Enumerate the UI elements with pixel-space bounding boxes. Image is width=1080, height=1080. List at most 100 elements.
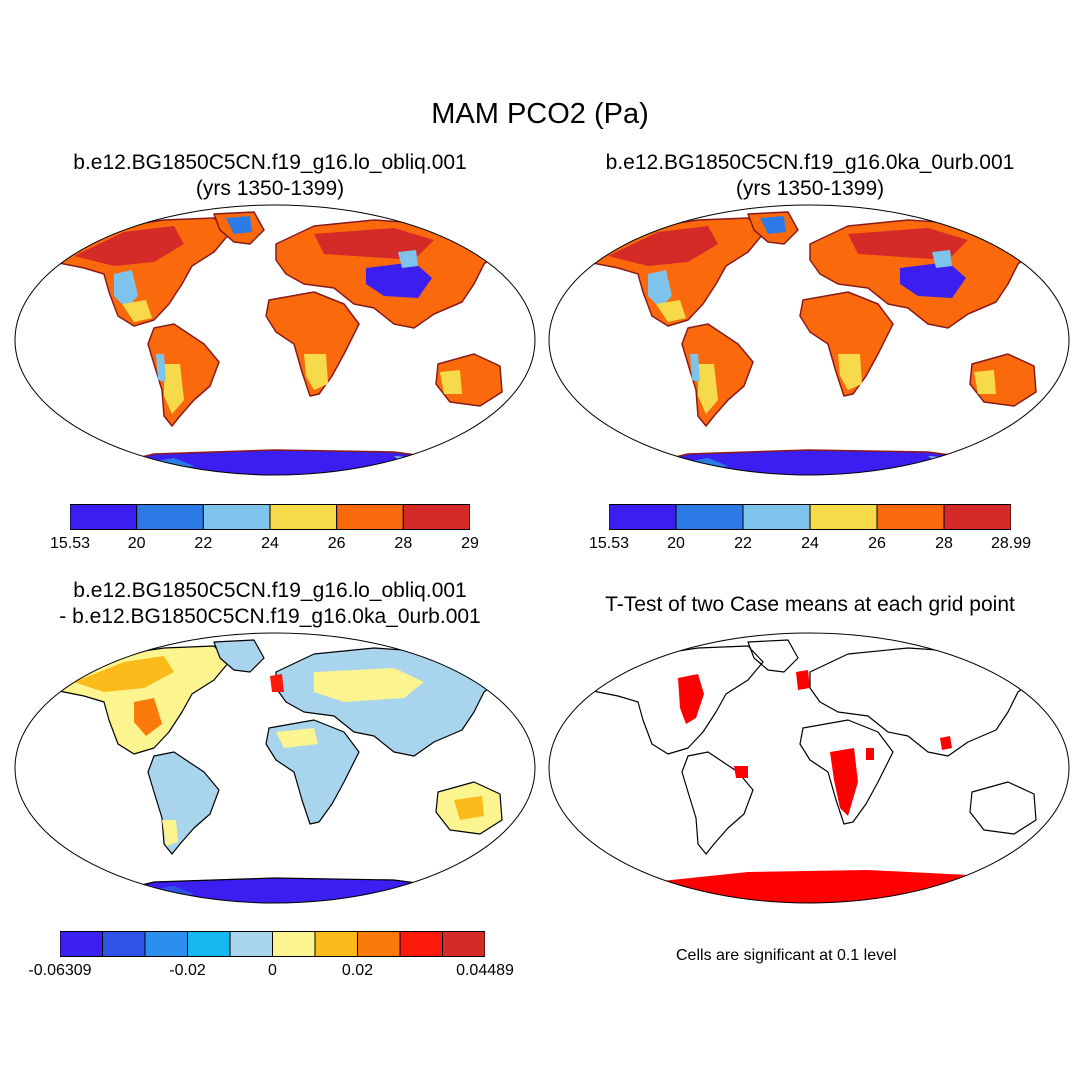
australia-west-yellow xyxy=(440,370,462,394)
map-panel-1 xyxy=(14,204,536,476)
colorbar-panel-3 xyxy=(60,931,485,957)
greenland-outline xyxy=(747,639,799,673)
sig-africa-central xyxy=(830,748,858,816)
colorbar-tick-label: 26 xyxy=(868,535,886,552)
sig-north-america-east xyxy=(678,674,704,724)
colorbar-swatch xyxy=(60,931,103,957)
australia-orange xyxy=(454,796,484,820)
africa-land xyxy=(799,291,894,397)
colorbar-swatch xyxy=(314,931,358,957)
colorbar-swatch xyxy=(609,504,677,530)
south-america-west-blue xyxy=(156,354,166,382)
colorbar-swatch xyxy=(943,504,1011,530)
central-asia-blue xyxy=(900,262,966,298)
colorbar-panel-2-ticks: 15.53 20 22 24 26 28 28.99 xyxy=(589,535,1031,555)
south-america-south-yellow xyxy=(162,820,178,846)
colorbar-tick-label: 15.53 xyxy=(588,535,630,552)
colorbar-swatch xyxy=(229,931,273,957)
greenland-blue xyxy=(760,216,786,234)
colorbar-swatch xyxy=(809,504,878,530)
sahara-yellow xyxy=(276,728,318,748)
colorbar-tick-label: 15.53 xyxy=(49,535,91,552)
africa-south-yellow xyxy=(304,354,328,390)
significance-footnote: Cells are significant at 0.1 level xyxy=(676,947,897,964)
sig-south-america xyxy=(734,766,748,778)
panel-3-title-line2: - b.e12.BG1850C5CN.f19_g16.0ka_0urb.001 xyxy=(59,605,481,628)
north-america-orange xyxy=(74,656,174,692)
greenland-blue xyxy=(226,216,252,234)
south-america-south-yellow xyxy=(698,364,718,414)
south-america-south-yellow xyxy=(164,364,184,414)
colorbar-swatch xyxy=(202,504,271,530)
north-america-blue xyxy=(648,270,672,308)
north-america-yellow xyxy=(122,300,152,322)
africa-land xyxy=(265,291,360,397)
antarctica-land xyxy=(103,877,485,903)
africa-outline xyxy=(799,719,894,825)
colorbar-tick-label: 20 xyxy=(127,535,146,552)
antarctica-land xyxy=(637,449,1019,475)
colorbar-tick-label: -0.06309 xyxy=(28,962,92,979)
colorbar-swatch xyxy=(742,504,811,530)
colorbar-tick-label: 28 xyxy=(394,535,413,552)
north-america-east-orange xyxy=(134,698,162,736)
colorbar-tick-label: -0.02 xyxy=(169,962,206,979)
north-america-warm-red xyxy=(74,226,184,266)
australia-west-yellow xyxy=(974,370,996,394)
colorbar-swatch xyxy=(442,931,485,957)
north-america-yellow xyxy=(656,300,686,322)
australia-outline xyxy=(969,781,1037,835)
central-asia-blue xyxy=(366,262,432,298)
sig-africa-east xyxy=(866,748,874,760)
colorbar-tick-label: 24 xyxy=(801,535,819,552)
panel-2-title-line1: b.e12.BG1850C5CN.f19_g16.0ka_0urb.001 xyxy=(605,151,1015,174)
colorbar-tick-label: 22 xyxy=(734,535,752,552)
figure-title: MAM PCO2 (Pa) xyxy=(431,98,649,130)
map-panel-3 xyxy=(14,632,536,904)
panel-2-title-line2: (yrs 1350-1399) xyxy=(735,177,885,200)
colorbar-swatch xyxy=(102,931,146,957)
colorbar-panel-1 xyxy=(70,504,470,530)
antarctica-east-lightblue xyxy=(928,456,988,470)
colorbar-swatch xyxy=(876,504,945,530)
colorbar-panel-1-ticks: 15.53 20 22 24 26 28 29 xyxy=(50,535,479,555)
colorbar-swatch xyxy=(399,931,443,957)
colorbar-swatch xyxy=(357,931,401,957)
north-america-warm-red xyxy=(608,226,718,266)
colorbar-panel-3-ticks: -0.06309 -0.02 0 0.02 0.04489 xyxy=(28,962,514,982)
colorbar-tick-label: 28.99 xyxy=(990,535,1032,552)
panel-1-title-line2: (yrs 1350-1399) xyxy=(195,177,345,200)
south-america-land xyxy=(681,323,754,427)
colorbar-swatch xyxy=(136,504,204,530)
sig-india xyxy=(940,736,952,750)
panel-3-title-line1: b.e12.BG1850C5CN.f19_g16.lo_obliq.001 xyxy=(73,579,467,602)
colorbar-panel-2 xyxy=(609,504,1011,530)
antarctica-east-lightblue xyxy=(394,456,454,470)
colorbar-tick-label: 0 xyxy=(268,962,277,979)
colorbar-swatch xyxy=(269,504,338,530)
colorbar-swatch xyxy=(144,931,188,957)
colorbar-tick-label: 28 xyxy=(935,535,953,552)
colorbar-swatch xyxy=(336,504,404,530)
colorbar-tick-label: 0.02 xyxy=(341,962,374,979)
north-america-blue xyxy=(114,270,138,308)
greenland-land xyxy=(213,639,265,673)
colorbar-swatch xyxy=(272,931,316,957)
colorbar-tick-label: 0.04489 xyxy=(456,962,514,979)
antarctica-land xyxy=(103,449,485,475)
europe-red xyxy=(270,674,284,692)
map-panel-2 xyxy=(548,204,1070,476)
sig-europe xyxy=(796,670,810,690)
colorbar-tick-label: 29 xyxy=(461,535,479,552)
colorbar-swatch xyxy=(70,504,138,530)
colorbar-tick-label: 26 xyxy=(327,535,346,552)
map-panel-4 xyxy=(548,632,1070,904)
eurasia-yellow xyxy=(314,668,424,702)
colorbar-tick-label: 24 xyxy=(261,535,279,552)
south-america-land xyxy=(147,323,220,427)
colorbar-tick-label: 20 xyxy=(667,535,685,552)
panel-1-title-line1: b.e12.BG1850C5CN.f19_g16.lo_obliq.001 xyxy=(73,151,467,174)
colorbar-swatch xyxy=(402,504,470,530)
central-asia-lightblue xyxy=(398,250,418,268)
south-america-west-blue xyxy=(690,354,700,382)
